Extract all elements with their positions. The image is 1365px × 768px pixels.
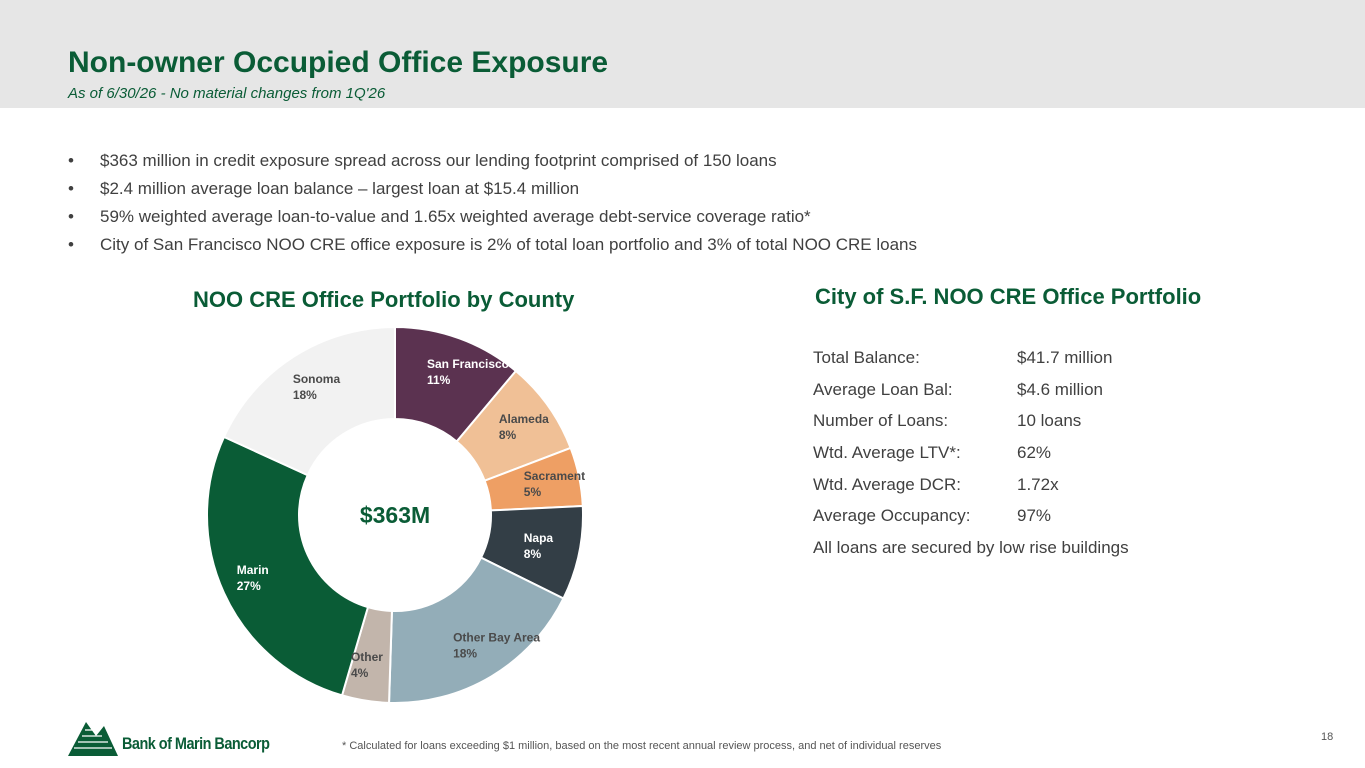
sf-portfolio-title: City of S.F. NOO CRE Office Portfolio — [815, 284, 1202, 309]
page-number: 18 — [1321, 731, 1334, 743]
sf-portfolio-stats: Total Balance: $41.7 million Average Loan… — [813, 342, 1129, 564]
footnote: * Calculated for loans exceeding $1 mill… — [342, 740, 942, 752]
bullet-item: • $2.4 million average loan balance – lar… — [68, 175, 917, 203]
slice-other-bay-area — [388, 556, 565, 704]
stat-number-of-loans: Number of Loans: 10 loans — [813, 405, 1129, 437]
slice-label-sacramento: Sacramento5% — [524, 469, 585, 499]
bullet-text: $2.4 million average loan balance – larg… — [100, 179, 580, 198]
chart-title: NOO CRE Office Portfolio by County — [193, 287, 575, 312]
bullet-icon: • — [68, 207, 74, 226]
page-subtitle: As of 6/30/26 - No material changes from… — [68, 85, 386, 102]
stat-label: Wtd. Average LTV*: — [813, 443, 961, 463]
slice-label-marin: Marin 27% — [237, 563, 269, 593]
donut-center-label: $363M — [360, 502, 430, 528]
stat-value: 97% — [1017, 506, 1052, 526]
slice-label-other: Other 4% — [351, 650, 383, 680]
page-title: Non-owner Occupied Office Exposure — [68, 46, 609, 79]
slice-label-alameda: Alameda 8% — [499, 412, 549, 442]
summary-bullets: • $363 million in credit exposure spread … — [68, 147, 917, 259]
slice-sonoma — [222, 325, 396, 477]
stat-label: Average Occupancy: — [813, 506, 971, 526]
slice-label-napa: Napa 8% — [524, 531, 554, 561]
bank-logo-text: Bank of Marin Bancorp — [122, 734, 270, 753]
bank-logo-mountain-icon — [68, 722, 118, 756]
bullet-icon: • — [68, 179, 74, 198]
stat-value: 62% — [1017, 443, 1052, 463]
stat-label: Number of Loans: — [813, 411, 949, 431]
bullet-text: $363 million in credit exposure spread a… — [100, 151, 777, 170]
slice-marin — [206, 435, 370, 697]
stat-note: All loans are secured by low rise buildi… — [813, 538, 1129, 558]
bullet-item: • 59% weighted average loan-to-value and … — [68, 203, 917, 231]
stat-wtd-average-ltv: Wtd. Average LTV*: 62% — [813, 437, 1129, 469]
slice-label-other-bay-area: Other Bay Area 18% — [453, 630, 540, 660]
stat-label: Average Loan Bal: — [813, 379, 953, 399]
stat-average-occupancy: Average Occupancy: 97% — [813, 500, 1129, 532]
stat-value: $41.7 million — [1017, 348, 1113, 367]
stat-average-loan-bal: Average Loan Bal: $4.6 million — [813, 374, 1129, 406]
bullet-icon: • — [68, 235, 74, 254]
stat-value: $4.6 million — [1017, 379, 1103, 399]
stat-value: 1.72x — [1017, 474, 1059, 494]
slice-label-sonoma: Sonoma 18% — [293, 372, 341, 402]
stat-wtd-average-dcr: Wtd. Average DCR: 1.72x — [813, 469, 1129, 501]
stat-label: Wtd. Average DCR: — [813, 474, 962, 494]
bullet-item: • City of San Francisco NOO CRE office ex… — [68, 231, 917, 259]
bullet-item: • $363 million in credit exposure spread … — [68, 147, 917, 175]
stat-value: 10 loans — [1017, 411, 1082, 431]
header-band — [0, 0, 1365, 108]
stat-label: Total Balance: — [813, 348, 920, 367]
bullet-icon: • — [68, 151, 74, 170]
bullet-text: 59% weighted average loan-to-value and 1… — [100, 207, 811, 226]
slice-label-san-francisco: San Francisco 11% — [427, 357, 509, 387]
bullet-text: City of San Francisco NOO CRE office exp… — [100, 235, 918, 254]
stat-total-balance: Total Balance: $41.7 million — [813, 342, 1129, 374]
